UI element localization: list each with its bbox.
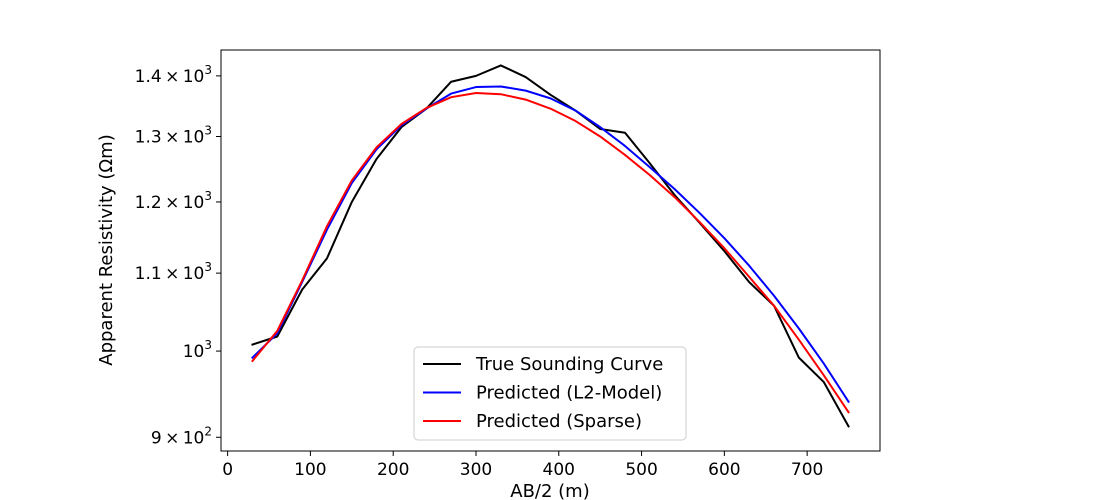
x-tick-label: 0 — [222, 460, 233, 480]
series-line-2 — [251, 85, 850, 404]
legend-entry-2: Predicted (L2-Model) — [476, 383, 662, 404]
legend: True Sounding Curve Predicted (L2-Model) P… — [413, 346, 687, 441]
y-tick-label: 1.3 × 103 — [135, 123, 212, 147]
legend-entry-3: Predicted (Sparse) — [476, 411, 642, 432]
x-tick-label: 400 — [543, 460, 575, 480]
legend-entry-1: True Sounding Curve — [475, 354, 663, 375]
y-axis-label: Apparent Resistivity (Ωm) — [96, 134, 117, 365]
axes-layer: 0 100 200 300 400 500 600 700 9 × 102 103 1.1 × 10… — [135, 49, 881, 480]
legend-box — [413, 346, 687, 441]
series-line-3 — [251, 92, 850, 414]
plot-layer — [251, 64, 850, 428]
x-tick-label: 200 — [377, 460, 409, 480]
plot-frame — [220, 49, 881, 452]
y-tick-label: 1.4 × 103 — [135, 63, 212, 87]
y-tick-label: 103 — [183, 338, 212, 362]
y-tick-label: 1.2 × 103 — [135, 189, 212, 213]
x-tick-label: 700 — [791, 460, 823, 480]
series-line-1 — [251, 64, 850, 428]
x-tick-label: 500 — [625, 460, 657, 480]
x-axis-label: AB/2 (m) — [510, 481, 589, 500]
x-tick-label: 100 — [294, 460, 326, 480]
y-tick-label: 9 × 102 — [151, 424, 212, 448]
x-tick-label: 300 — [460, 460, 492, 480]
x-tick-label: 600 — [708, 460, 740, 480]
y-tick-label: 1.1 × 103 — [135, 260, 212, 284]
